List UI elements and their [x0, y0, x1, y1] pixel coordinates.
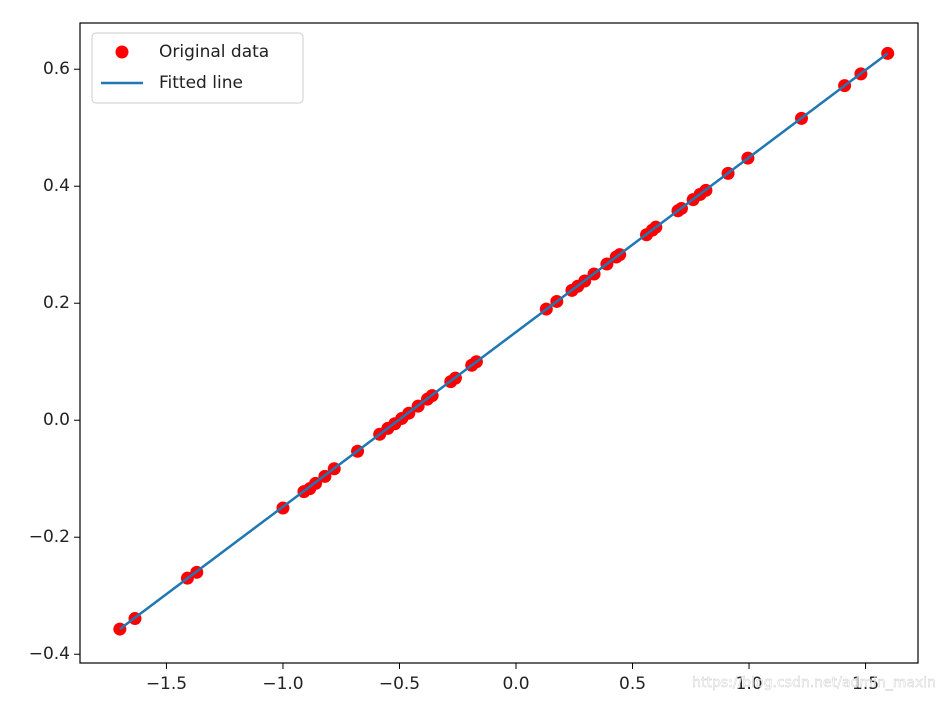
legend-label: Fitted line: [159, 73, 243, 93]
x-tick-label: 0.5: [619, 674, 646, 694]
legend-marker: [115, 45, 129, 59]
fitted-line: [119, 52, 889, 631]
x-tick-label: 1.0: [736, 674, 763, 694]
x-tick-label: 0.0: [502, 674, 529, 694]
y-tick-label: 0.0: [43, 410, 70, 430]
plot-frame: [79, 22, 919, 664]
watermark: https://blog.csdn.net/admin_maxin: [692, 675, 936, 691]
y-tick-label: −0.2: [29, 527, 70, 547]
legend-box: [91, 32, 304, 104]
x-tick-label: −0.5: [379, 674, 420, 694]
y-tick-label: 0.4: [43, 176, 70, 196]
x-tick-label: −1.0: [262, 674, 303, 694]
legend-label: Original data: [159, 42, 269, 62]
y-tick-label: −0.4: [29, 644, 70, 664]
y-tick-label: 0.2: [43, 293, 70, 313]
y-tick-label: 0.6: [43, 59, 70, 79]
x-tick-label: −1.5: [146, 674, 187, 694]
x-tick-label: 1.5: [852, 674, 879, 694]
